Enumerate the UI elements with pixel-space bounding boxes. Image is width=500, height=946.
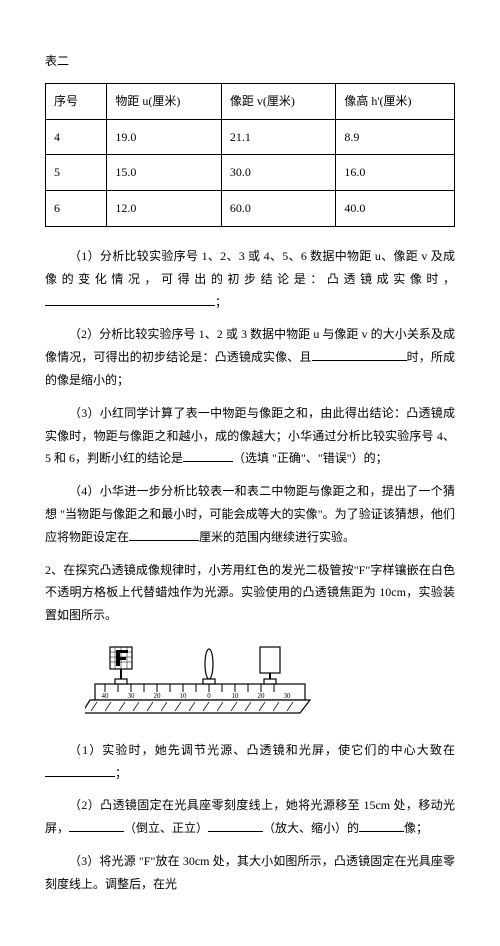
svg-text:10: 10	[180, 692, 188, 700]
svg-text:20: 20	[258, 692, 266, 700]
blank	[312, 348, 407, 361]
blank	[129, 528, 199, 541]
svg-text:30: 30	[284, 692, 292, 700]
cell: 4	[46, 119, 107, 155]
cell: 5	[46, 155, 107, 191]
cell: 40.0	[336, 191, 455, 227]
text: ；	[115, 766, 127, 780]
question-2-3: （3）将光源 "F"放在 30cm 处，其大小如图所示，凸透镜固定在光具座零刻度…	[45, 850, 455, 896]
text: 厘米的范围内继续进行实验。	[199, 530, 355, 544]
cell: 12.0	[107, 191, 222, 227]
cell: 16.0	[336, 155, 455, 191]
cell: 8.9	[336, 119, 455, 155]
svg-text:0: 0	[207, 692, 211, 700]
blank	[359, 819, 404, 832]
text: 像；	[404, 821, 428, 835]
svg-text:40: 40	[102, 692, 110, 700]
blank	[45, 764, 115, 777]
table-row: 4 19.0 21.1 8.9	[46, 119, 455, 155]
cell: 19.0	[107, 119, 222, 155]
cell: 30.0	[221, 155, 336, 191]
blank	[208, 819, 263, 832]
text: （选填 "正确"、"错误"）的；	[233, 451, 388, 465]
blank	[45, 293, 215, 306]
question-1-2: （2）分析比较实验序号 1、2 或 3 数据中物距 u 与像距 v 的大小关系及…	[45, 323, 455, 391]
col-header: 像距 v(厘米)	[221, 83, 336, 119]
table-row: 6 12.0 60.0 40.0	[46, 191, 455, 227]
table-row: 5 15.0 30.0 16.0	[46, 155, 455, 191]
cell: 60.0	[221, 191, 336, 227]
col-header: 序号	[46, 83, 107, 119]
col-header: 像高 h'(厘米)	[336, 83, 455, 119]
data-table: 序号 物距 u(厘米) 像距 v(厘米) 像高 h'(厘米) 4 19.0 21…	[45, 83, 455, 227]
text: （1）实验时，她先调节光源、凸透镜和光屏，使它们的中心大致在	[69, 743, 455, 757]
blank	[183, 449, 233, 462]
cell: 21.1	[221, 119, 336, 155]
col-header: 物距 u(厘米)	[107, 83, 222, 119]
question-2-2: （2）凸透镜固定在光具座零刻度线上，她将光源移至 15cm 处，移动光屏，（倒立…	[45, 794, 455, 840]
cell: 15.0	[107, 155, 222, 191]
blank	[69, 819, 124, 832]
question-1-4: （4）小华进一步分析比较表一和表二中物距与像距之和，提出了一个猜想 "当物距与像…	[45, 480, 455, 548]
question-1-3: （3）小红同学计算了表一中物距与像距之和，由此得出结论：凸透镜成实像时，物距与像…	[45, 402, 455, 470]
question-2-intro: 2、在探究凸透镜成像规律时，小芳用红色的发光二极管按"F"字样镶嵌在白色不透明方…	[45, 559, 455, 627]
apparatus-diagram: 40 30 20 10 0 10 20 30	[85, 639, 455, 727]
table-header-row: 序号 物距 u(厘米) 像距 v(厘米) 像高 h'(厘米)	[46, 83, 455, 119]
svg-text:10: 10	[232, 692, 240, 700]
question-1-1: （1）分析比较实验序号 1、2、3 或 4、5、6 数据中物距 u、像距 v 及…	[45, 245, 455, 313]
table-caption: 表二	[45, 50, 455, 73]
text: （1）分析比较实验序号 1、2、3 或 4、5、6 数据中物距 u、像距 v 及…	[45, 249, 455, 286]
question-2-1: （1）实验时，她先调节光源、凸透镜和光屏，使它们的中心大致在 ；	[45, 739, 455, 785]
text: （放大、缩小）的	[263, 821, 359, 835]
cell: 6	[46, 191, 107, 227]
svg-text:20: 20	[154, 692, 162, 700]
text: （倒立、正立）	[124, 821, 208, 835]
text: ；	[215, 295, 227, 309]
svg-text:30: 30	[128, 692, 136, 700]
